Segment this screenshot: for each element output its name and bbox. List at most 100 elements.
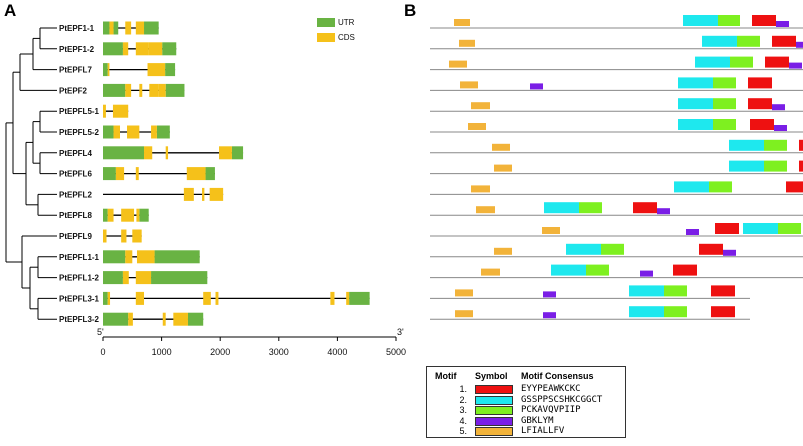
motif-5-box	[492, 143, 510, 151]
five-prime-label: 5'	[97, 327, 104, 337]
utr-segment	[349, 291, 370, 305]
cds-segment	[209, 187, 224, 201]
motif-2-box	[551, 264, 586, 276]
cds-segment	[107, 63, 110, 77]
utr-segment	[187, 312, 204, 326]
motif-3-box	[718, 15, 740, 26]
motif-1-box	[750, 119, 774, 130]
cds-segment	[186, 167, 206, 181]
cds-segment	[173, 312, 188, 326]
cds-segment	[122, 271, 129, 285]
gene-structure-row	[103, 63, 176, 77]
motif-5-box	[459, 39, 475, 47]
motif-track	[430, 202, 803, 216]
motif-1-box	[711, 306, 735, 318]
motif-5-box	[455, 310, 473, 318]
gene-label: PtEPF2	[59, 86, 88, 95]
motif-consensus-sequence: GSSPPSCSHKCGGCT	[521, 394, 603, 405]
axis-tick-label: 4000	[327, 347, 347, 357]
motif-number: 3.	[459, 405, 467, 415]
cds-segment	[135, 291, 145, 305]
motif-3-box	[713, 119, 736, 130]
motif-5-box	[481, 268, 500, 276]
utr-segment	[103, 167, 116, 181]
motif-4-box	[723, 249, 736, 256]
cds-segment	[125, 250, 133, 264]
gene-structure-row	[103, 208, 149, 222]
cds-segment	[147, 63, 166, 77]
gene-structure-row	[103, 146, 244, 160]
motif-4-box	[686, 229, 699, 235]
motif-2-box	[729, 139, 764, 151]
gene-label: PtEPFL6	[59, 170, 92, 179]
cds-segment	[132, 229, 142, 243]
consensus-header: Motif Consensus	[521, 371, 594, 381]
cds-segment	[136, 250, 155, 264]
cds-legend-label: CDS	[338, 33, 355, 42]
cds-segment	[162, 312, 166, 326]
motif-4-box	[543, 312, 556, 319]
cds-segment	[165, 146, 169, 160]
motif-1-box	[799, 139, 803, 151]
motif-2-box	[695, 56, 730, 68]
axis-tick-label: 2000	[210, 347, 230, 357]
cds-segment	[135, 167, 139, 181]
gene-structure-row	[103, 291, 370, 305]
motif-3-box	[664, 285, 687, 297]
gene-label: PtEPFL5-1	[59, 107, 100, 116]
motif-3-box	[601, 243, 624, 255]
cds-segment	[103, 104, 106, 118]
motif-number: 2.	[459, 394, 467, 405]
utr-segment	[205, 167, 215, 181]
motif-1-box	[748, 98, 772, 110]
motif-5-box	[449, 60, 467, 68]
motif-track	[430, 15, 803, 29]
motif-3-box	[713, 98, 736, 110]
gene-label: PtEPFL9	[59, 232, 92, 241]
panel-a-letter: A	[4, 1, 16, 20]
utr-segment	[103, 312, 129, 326]
motif-track	[430, 77, 803, 91]
cds-segment	[203, 291, 211, 305]
gene-label: PtEPFL4	[59, 149, 92, 158]
symbol-header: Symbol	[475, 371, 508, 381]
utr-segment	[139, 208, 149, 222]
gene-label: PtEPF1-2	[59, 45, 95, 54]
utr-segment	[103, 146, 145, 160]
motif-track	[430, 306, 750, 320]
utr-segment	[154, 250, 200, 264]
axis-tick-label: 1000	[152, 347, 172, 357]
motif-1-box	[772, 35, 796, 47]
motif-3-box	[713, 77, 736, 89]
motif-symbol-swatch	[475, 385, 513, 394]
cds-segment	[151, 125, 157, 139]
motif-2-box	[544, 202, 579, 214]
motif-track	[430, 56, 803, 71]
motif-tracks	[430, 15, 803, 320]
motif-track	[430, 160, 803, 175]
utr-segment	[165, 63, 176, 77]
motif-3-box	[586, 264, 609, 276]
motif-1-box	[711, 285, 735, 297]
utr-segment	[103, 42, 123, 56]
cds-segment	[121, 208, 135, 222]
motif-symbol-swatch	[475, 395, 513, 405]
utr-segment	[103, 63, 108, 77]
gene-label: PtEPFL1-1	[59, 253, 100, 262]
motif-symbol-swatch	[475, 406, 513, 415]
motif-track	[430, 264, 803, 279]
motif-3-box	[778, 223, 801, 234]
motif-2-box	[678, 77, 713, 89]
cds-segment	[139, 83, 143, 97]
utr-cds-legend: UTR CDS	[317, 18, 355, 42]
gene-structure-plot	[103, 21, 370, 326]
gene-labels: PtEPF1-1 PtEPF1-2 PtEPFL7 PtEPF2 PtEPFL5-1 Pt…	[59, 24, 100, 324]
cds-segment	[202, 187, 205, 201]
cds-segment	[158, 83, 166, 97]
motif-4-box	[657, 208, 670, 215]
motif-1-box	[699, 243, 723, 255]
motif-consensus-sequence: PCKAVQVPIIP	[521, 405, 581, 415]
utr-segment	[231, 146, 244, 160]
utr-segment	[103, 271, 123, 285]
cds-segment	[144, 146, 153, 160]
